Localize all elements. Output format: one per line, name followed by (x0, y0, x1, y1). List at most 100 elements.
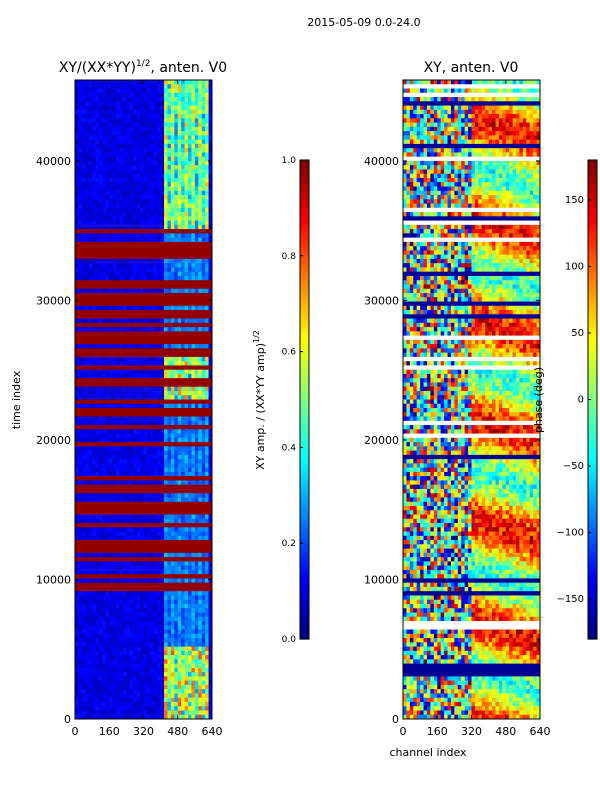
amplitude-heatmap-cell (129, 97, 134, 102)
amplitude-heatmap-cell (78, 275, 83, 281)
amplitude-heatmap-cell (122, 557, 127, 562)
amplitude-heatmap-cell (81, 165, 86, 170)
amplitude-heatmap-cell (112, 275, 117, 281)
amplitude-heatmap-cell (177, 514, 182, 520)
amplitude-heatmap-cell (170, 212, 175, 217)
amplitude-heatmap-cell (109, 97, 114, 102)
amplitude-heatmap-cell (140, 599, 144, 605)
amplitude-heatmap-cell (174, 586, 179, 592)
amplitude-heatmap-cell (109, 412, 114, 417)
amplitude-heatmap-cell (122, 216, 127, 221)
amplitude-heatmap-cell (122, 565, 127, 571)
amplitude-heatmap-cell (191, 561, 196, 567)
amplitude-heatmap-cell (184, 471, 189, 477)
amplitude-heatmap-cell (153, 314, 158, 319)
amplitude-heatmap-cell (208, 109, 213, 115)
amplitude-heatmap-cell (205, 331, 209, 336)
amplitude-heatmap-cell (167, 480, 172, 486)
amplitude-heatmap-cell (92, 275, 96, 281)
amplitude-heatmap-cell (102, 310, 107, 315)
amplitude-heatmap-cell (129, 84, 134, 89)
amplitude-heatmap-cell (153, 429, 158, 434)
amplitude-heatmap-cell (188, 574, 192, 579)
amplitude-heatmap-cell (208, 442, 213, 447)
amplitude-heatmap-cell (201, 84, 206, 89)
amplitude-heatmap-cell (92, 190, 96, 196)
amplitude-heatmap-cell (78, 237, 83, 243)
amplitude-heatmap-cell (164, 480, 168, 486)
amplitude-heatmap-cell (143, 523, 148, 528)
amplitude-heatmap-cell (92, 386, 96, 392)
amplitude-heatmap-cell (184, 229, 189, 234)
amplitude-heatmap-cell (85, 352, 90, 358)
amplitude-heatmap-cell (208, 501, 213, 507)
amplitude-heatmap-cell (81, 420, 86, 426)
amplitude-heatmap-cell (78, 177, 83, 183)
amplitude-heatmap-cell (98, 246, 103, 251)
amplitude-heatmap-cell (98, 535, 103, 541)
amplitude-heatmap-cell (78, 408, 83, 413)
amplitude-heatmap-cell (126, 314, 131, 319)
amplitude-heatmap-cell (95, 467, 100, 473)
amplitude-heatmap-cell (95, 148, 100, 153)
amplitude-heatmap-cell (129, 160, 134, 166)
amplitude-heatmap-cell (160, 595, 165, 601)
amplitude-heatmap-cell (88, 212, 93, 217)
amplitude-heatmap-cell (95, 114, 100, 119)
amplitude-heatmap-cell (126, 165, 131, 170)
amplitude-heatmap-cell (160, 484, 165, 490)
amplitude-heatmap-cell (112, 186, 117, 192)
amplitude-heatmap-cell (102, 442, 107, 447)
amplitude-heatmap-cell (167, 506, 172, 511)
amplitude-heatmap-cell (75, 369, 79, 375)
amplitude-heatmap-cell (194, 569, 199, 575)
amplitude-heatmap-cell (92, 80, 96, 85)
amplitude-heatmap-cell (95, 258, 100, 264)
amplitude-heatmap-cell (208, 591, 213, 596)
amplitude-heatmap-cell (78, 160, 83, 166)
amplitude-heatmap-cell (160, 433, 165, 439)
amplitude-heatmap-cell (160, 301, 165, 307)
amplitude-heatmap-cell (143, 220, 148, 226)
amplitude-heatmap-cell (174, 109, 179, 115)
amplitude-heatmap-cell (153, 599, 158, 605)
amplitude-heatmap-cell (78, 122, 83, 128)
amplitude-heatmap-cell (85, 246, 90, 251)
amplitude-heatmap-cell (140, 109, 144, 115)
amplitude-heatmap-cell (129, 471, 134, 477)
amplitude-heatmap-cell (119, 297, 124, 302)
amplitude-heatmap-cell (150, 220, 155, 226)
amplitude-heatmap-cell (116, 305, 120, 311)
amplitude-heatmap-cell (140, 454, 144, 460)
amplitude-heatmap-cell (98, 565, 103, 571)
amplitude-heatmap-cell (109, 199, 114, 204)
amplitude-heatmap-cell (174, 241, 179, 247)
amplitude-heatmap-cell (157, 318, 162, 324)
amplitude-heatmap-cell (164, 195, 168, 200)
amplitude-heatmap-cell (75, 288, 79, 294)
amplitude-heatmap-cell (133, 84, 138, 89)
amplitude-heatmap-cell (75, 207, 79, 213)
amplitude-heatmap-cell (201, 552, 206, 558)
amplitude-heatmap-cell (116, 369, 120, 375)
amplitude-heatmap-cell (102, 126, 107, 132)
amplitude-heatmap-cell (105, 212, 110, 217)
amplitude-heatmap-cell (136, 310, 141, 315)
amplitude-heatmap-cell (143, 152, 148, 158)
amplitude-heatmap-cell (102, 288, 107, 294)
amplitude-heatmap-cell (122, 493, 127, 498)
amplitude-heatmap-cell (85, 92, 90, 98)
amplitude-heatmap-cell (198, 207, 203, 213)
amplitude-heatmap-cell (150, 297, 155, 302)
amplitude-heatmap-cell (150, 523, 155, 528)
amplitude-heatmap-cell (140, 297, 144, 302)
amplitude-heatmap-cell (184, 88, 189, 94)
amplitude-heatmap-cell (153, 569, 158, 575)
amplitude-heatmap-cell (208, 582, 213, 588)
amplitude-heatmap-cell (75, 412, 79, 417)
amplitude-heatmap-cell (126, 497, 131, 503)
amplitude-heatmap-cell (112, 510, 117, 515)
amplitude-heatmap-cell (88, 378, 93, 383)
amplitude-heatmap-cell (98, 557, 103, 562)
amplitude-heatmap-cell (160, 416, 165, 422)
